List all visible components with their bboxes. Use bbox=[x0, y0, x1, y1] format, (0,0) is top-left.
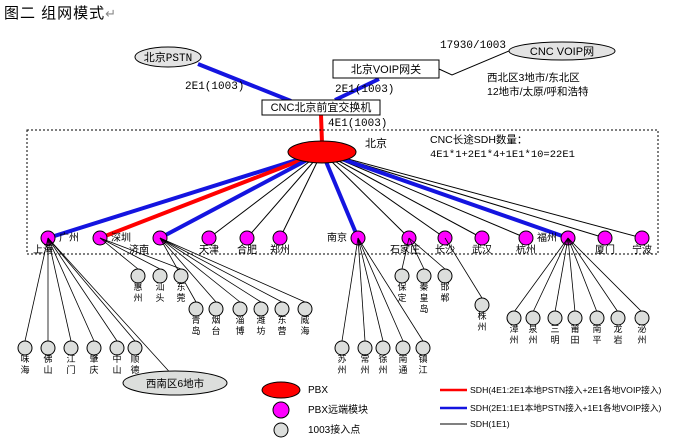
svg-text:CNC北京前宜交换机: CNC北京前宜交换机 bbox=[271, 100, 372, 114]
svg-text:泉州: 泉州 bbox=[528, 323, 537, 345]
svg-text:徐州: 徐州 bbox=[378, 353, 387, 375]
svg-text:北京VOIP网关: 北京VOIP网关 bbox=[351, 62, 421, 76]
svg-text:东营: 东营 bbox=[277, 314, 286, 336]
svg-text:淄博: 淄博 bbox=[235, 314, 244, 336]
svg-text:合肥: 合肥 bbox=[237, 243, 257, 256]
svg-text:西南区6地市: 西南区6地市 bbox=[146, 377, 204, 390]
svg-text:味海: 味海 bbox=[20, 353, 29, 375]
svg-text:北京PSTN: 北京PSTN bbox=[144, 50, 192, 65]
svg-text:宁波: 宁波 bbox=[632, 243, 652, 256]
svg-text:PBX远端模块: PBX远端模块 bbox=[308, 403, 368, 416]
svg-text:三明: 三明 bbox=[550, 324, 559, 345]
svg-text:2E1(1003): 2E1(1003) bbox=[335, 84, 394, 96]
svg-text:镇江: 镇江 bbox=[418, 353, 427, 375]
svg-text:PBX: PBX bbox=[308, 385, 328, 396]
svg-text:17930/1003: 17930/1003 bbox=[440, 40, 506, 52]
svg-text:秦皇岛: 秦皇岛 bbox=[419, 281, 428, 314]
svg-text:肇庆: 肇庆 bbox=[89, 353, 98, 375]
svg-text:杭州: 杭州 bbox=[516, 243, 536, 256]
svg-text:潍坊: 潍坊 bbox=[256, 314, 265, 336]
svg-text:福州: 福州 bbox=[537, 231, 557, 244]
svg-text:佛山: 佛山 bbox=[43, 353, 52, 375]
svg-text:西北区3地市/东北区: 西北区3地市/东北区 bbox=[487, 71, 580, 84]
svg-text:东莞: 东莞 bbox=[176, 281, 185, 303]
svg-text:北京: 北京 bbox=[365, 136, 387, 150]
svg-text:天津: 天津 bbox=[199, 244, 219, 256]
svg-text:株州: 株州 bbox=[477, 310, 486, 332]
svg-text:烟台: 烟台 bbox=[211, 314, 220, 336]
svg-text:SDH(1E1): SDH(1E1) bbox=[470, 419, 510, 429]
svg-text:保定: 保定 bbox=[397, 281, 406, 303]
svg-text:郑州: 郑州 bbox=[270, 243, 290, 256]
svg-text:1003接入点: 1003接入点 bbox=[308, 423, 360, 436]
svg-text:武汉: 武汉 bbox=[472, 243, 492, 256]
svg-text:4E1*1+2E1*4+1E1*10=22E1: 4E1*1+2E1*4+1E1*10=22E1 bbox=[430, 149, 575, 161]
svg-text:江门: 江门 bbox=[66, 354, 75, 375]
svg-text:SDH(4E1:2E1本地PSTN接入+2E1各地VOIP接: SDH(4E1:2E1本地PSTN接入+2E1各地VOIP接入) bbox=[470, 384, 662, 395]
svg-text:汕头: 汕头 bbox=[155, 282, 164, 303]
svg-text:漳州: 漳州 bbox=[509, 323, 518, 345]
svg-text:4E1(1003): 4E1(1003) bbox=[328, 118, 387, 130]
svg-text:莆田: 莆田 bbox=[570, 323, 579, 345]
svg-text:常州: 常州 bbox=[360, 353, 369, 375]
svg-text:邯郸: 邯郸 bbox=[440, 281, 449, 303]
svg-text:南京: 南京 bbox=[327, 231, 347, 244]
svg-text:惠州: 惠州 bbox=[133, 281, 142, 303]
svg-text:深圳: 深圳 bbox=[111, 232, 131, 244]
svg-text:青岛: 青岛 bbox=[191, 314, 200, 336]
svg-text:中山: 中山 bbox=[112, 353, 121, 375]
svg-text:苏州: 苏州 bbox=[337, 353, 346, 375]
svg-text:威海: 威海 bbox=[300, 314, 309, 336]
svg-text:南通: 南通 bbox=[398, 353, 407, 375]
svg-text:SDH(2E1:1E1本地PSTN接入+1E1各地VOIP接: SDH(2E1:1E1本地PSTN接入+1E1各地VOIP接入) bbox=[470, 402, 662, 413]
svg-text:泌州: 泌州 bbox=[637, 323, 646, 345]
svg-text:上海: 上海 bbox=[33, 243, 53, 256]
svg-text:厦门: 厦门 bbox=[595, 243, 615, 256]
svg-text:顺德: 顺德 bbox=[130, 354, 139, 375]
svg-text:南平: 南平 bbox=[592, 323, 601, 345]
svg-text:2E1(1003): 2E1(1003) bbox=[185, 81, 244, 93]
svg-text:CNC VOIP网: CNC VOIP网 bbox=[530, 46, 594, 58]
svg-text:龙岩: 龙岩 bbox=[613, 323, 622, 345]
svg-text:CNC长途SDH数量：: CNC长途SDH数量： bbox=[430, 133, 527, 146]
svg-text:12地市/太原/呼和浩特: 12地市/太原/呼和浩特 bbox=[487, 85, 589, 98]
svg-text:济南: 济南 bbox=[129, 243, 149, 256]
svg-text:广州: 广州 bbox=[59, 232, 79, 244]
